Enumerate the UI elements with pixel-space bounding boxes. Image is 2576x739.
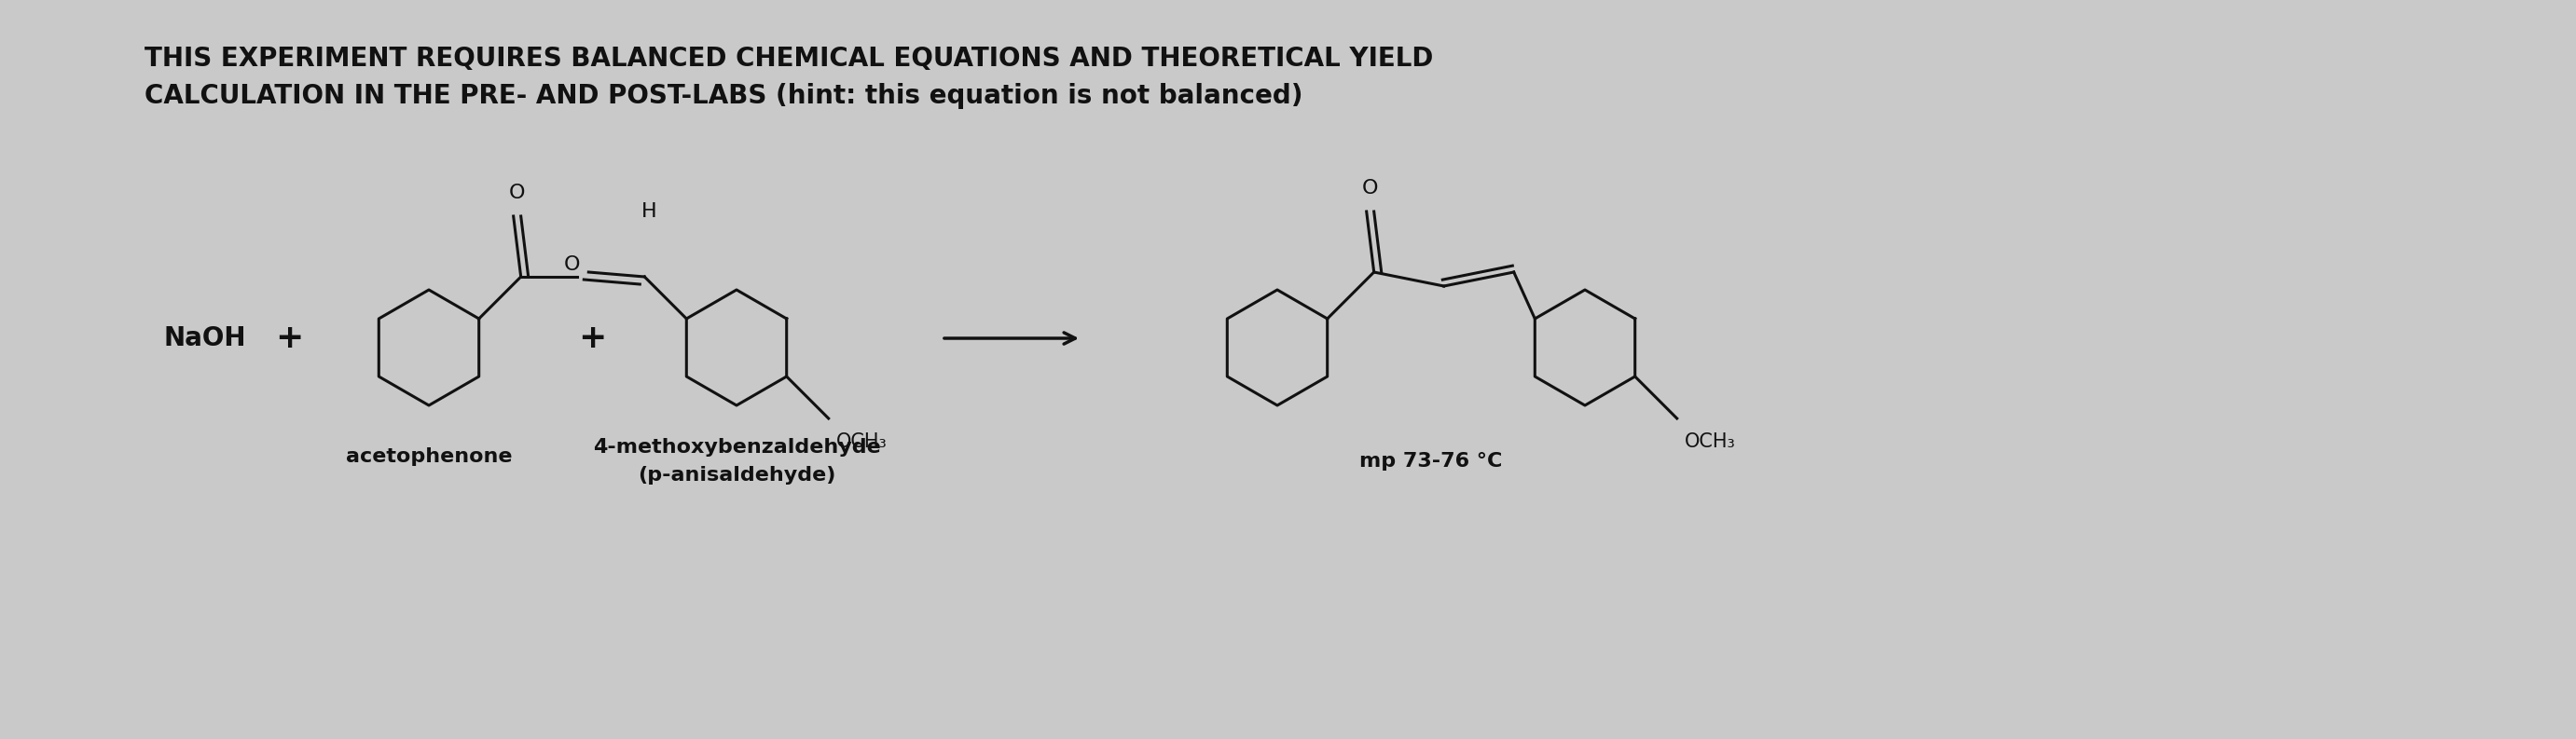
Text: H: H: [641, 202, 657, 221]
Text: (p-anisaldehyde): (p-anisaldehyde): [636, 466, 835, 485]
Text: OCH₃: OCH₃: [1685, 432, 1736, 451]
Text: O: O: [510, 183, 526, 202]
Text: NaOH: NaOH: [162, 325, 245, 351]
Text: O: O: [1363, 179, 1378, 197]
Text: acetophenone: acetophenone: [345, 447, 513, 466]
Text: O: O: [564, 256, 580, 274]
Text: 4-methoxybenzaldehyde: 4-methoxybenzaldehyde: [592, 438, 881, 457]
Text: mp 73-76 °C: mp 73-76 °C: [1360, 452, 1502, 471]
Text: +: +: [577, 322, 605, 354]
Text: THIS EXPERIMENT REQUIRES BALANCED CHEMICAL EQUATIONS AND THEORETICAL YIELD: THIS EXPERIMENT REQUIRES BALANCED CHEMIC…: [144, 46, 1432, 72]
Text: +: +: [276, 322, 304, 354]
Text: OCH₃: OCH₃: [837, 432, 886, 451]
Text: CALCULATION IN THE PRE- AND POST-LABS (hint: this equation is not balanced): CALCULATION IN THE PRE- AND POST-LABS (h…: [144, 83, 1303, 109]
